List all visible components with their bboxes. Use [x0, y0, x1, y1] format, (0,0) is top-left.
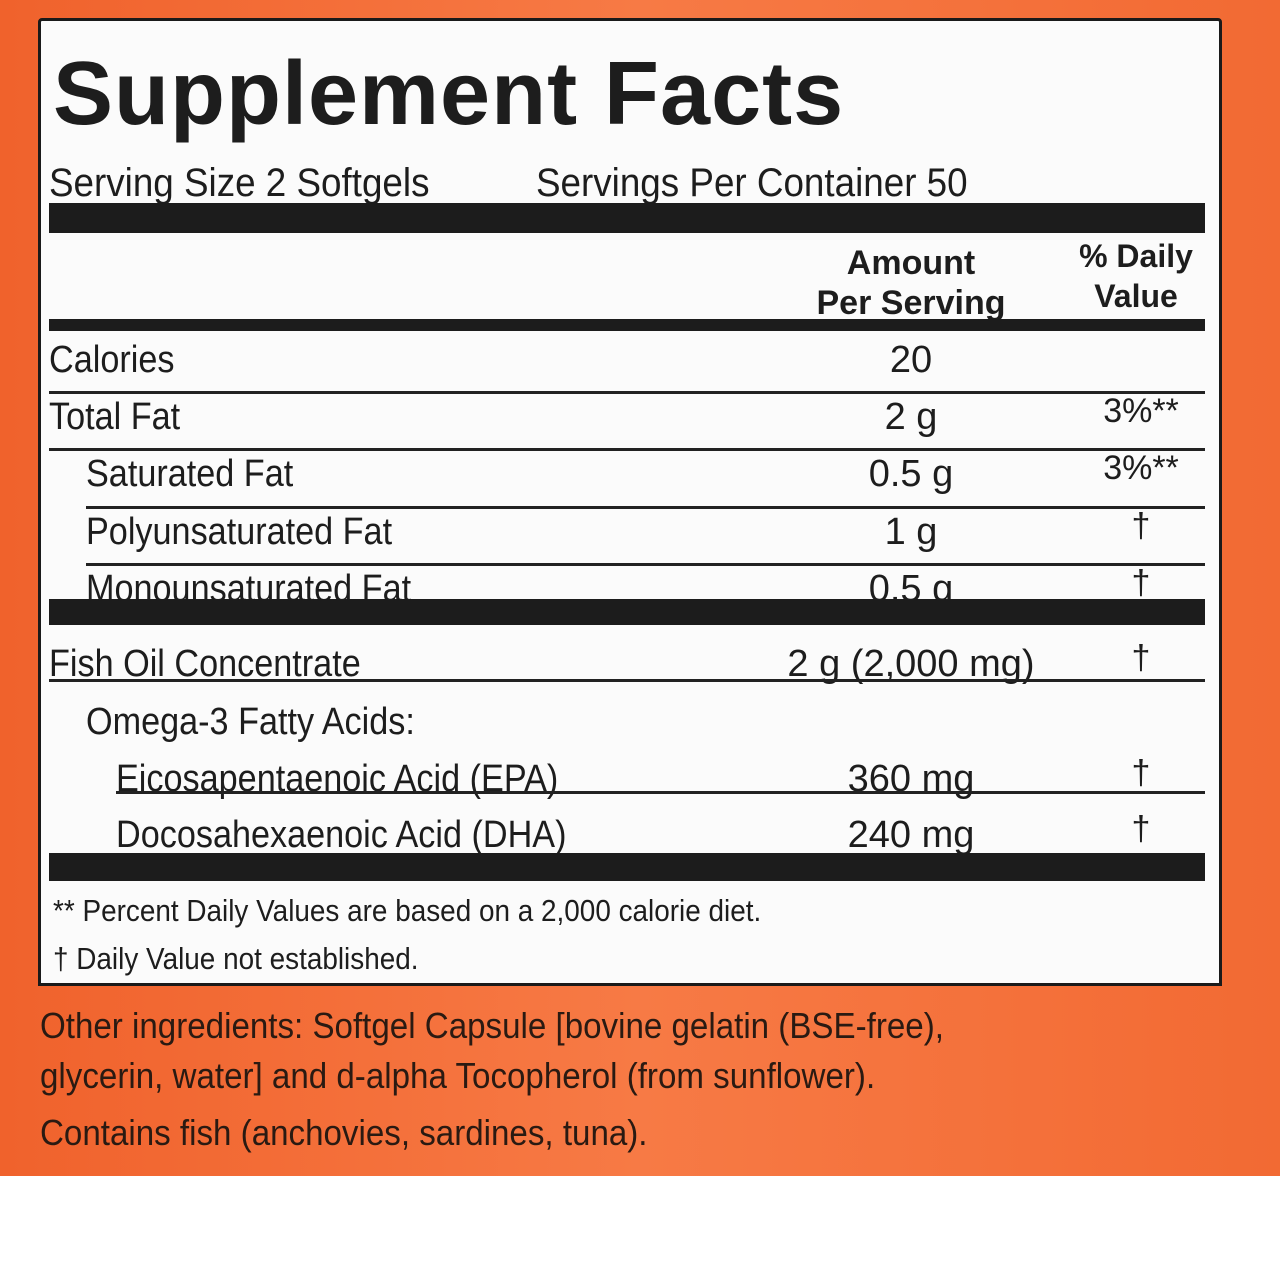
- footnote-daily-values: ** Percent Daily Values are based on a 2…: [53, 893, 762, 928]
- servings-per-container: Servings Per Container 50: [536, 161, 968, 205]
- row-divider: [49, 448, 1205, 451]
- serving-size: Serving Size 2 Softgels: [49, 161, 430, 205]
- product-label-photo: Supplement Facts Serving Size 2 Softgels…: [0, 0, 1280, 1176]
- nutrient-daily-value: †: [1131, 564, 1151, 602]
- supplement-facts-panel: Supplement Facts Serving Size 2 Softgels…: [38, 18, 1222, 986]
- nutrient-daily-value: 3%**: [1103, 392, 1179, 430]
- nutrient-name: Eicosapentaenoic Acid (EPA): [116, 758, 559, 800]
- nutrient-name: Calories: [49, 339, 175, 381]
- nutrient-amount: 1 g: [884, 511, 938, 553]
- nutrient-name: Polyunsaturated Fat: [86, 511, 393, 553]
- nutrient-name: Omega-3 Fatty Acids:: [86, 701, 415, 743]
- nutrient-amount: 20: [889, 339, 933, 381]
- nutrient-daily-value: †: [1131, 810, 1151, 848]
- nutrient-daily-value: †: [1131, 507, 1151, 545]
- divider-thick: [49, 853, 1205, 881]
- nutrient-amount: 2 g (2,000 mg): [787, 643, 1035, 685]
- nutrient-name: Docosahexaenoic Acid (DHA): [116, 814, 567, 856]
- panel-title: Supplement Facts: [53, 44, 845, 144]
- footnote-not-established: † Daily Value not established.: [53, 941, 419, 976]
- divider-medium: [49, 319, 1205, 331]
- dv-header-line1: % Daily: [1079, 238, 1193, 274]
- row-divider: [86, 563, 1205, 566]
- nutrient-daily-value: 3%**: [1103, 449, 1179, 487]
- allergen-statement: Contains fish (anchovies, sardines, tuna…: [40, 1112, 648, 1153]
- nutrient-name: Total Fat: [49, 396, 181, 438]
- row-divider: [116, 791, 1205, 794]
- row-divider: [86, 506, 1205, 509]
- amount-header: Amount Per Serving: [791, 243, 1031, 323]
- nutrient-name: Fish Oil Concentrate: [49, 643, 361, 685]
- nutrient-amount: 360 mg: [847, 758, 975, 800]
- other-ingredients-line: Other ingredients: Softgel Capsule [bovi…: [40, 1005, 944, 1046]
- dv-header-line2: Value: [1094, 278, 1178, 314]
- other-ingredients-line: glycerin, water] and d-alpha Tocopherol …: [40, 1055, 876, 1096]
- nutrient-amount: 0.5 g: [868, 453, 954, 495]
- nutrient-daily-value: †: [1131, 639, 1151, 677]
- daily-value-header: % Daily Value: [1061, 236, 1211, 316]
- nutrient-amount: 240 mg: [847, 814, 975, 856]
- row-divider: [49, 679, 1205, 682]
- divider-thick: [49, 599, 1205, 625]
- row-divider: [49, 391, 1205, 394]
- nutrient-amount: 2 g: [884, 396, 938, 438]
- amount-header-line2: Per Serving: [816, 284, 1006, 322]
- nutrient-name: Saturated Fat: [86, 453, 294, 495]
- divider-thick: [49, 203, 1205, 233]
- nutrient-daily-value: †: [1131, 754, 1151, 792]
- amount-header-line1: Amount: [846, 244, 976, 282]
